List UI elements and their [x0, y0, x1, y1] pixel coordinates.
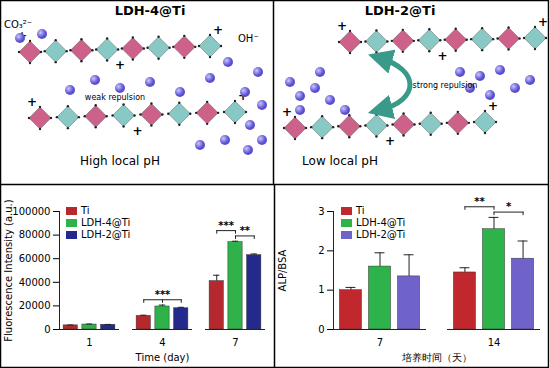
svg-text:+: + — [115, 58, 125, 72]
svg-text:1: 1 — [318, 284, 324, 295]
svg-text:*: * — [506, 201, 512, 212]
html-text:LDH-2@Ti: LDH-2@Ti — [356, 229, 406, 240]
svg-text:LDH-4@Ti: LDH-4@Ti — [115, 3, 186, 18]
svg-text:weak repulsion: weak repulsion — [85, 93, 145, 102]
svg-text:+: + — [488, 99, 498, 113]
svg-text:***: *** — [218, 220, 234, 231]
html-text:LDH-4@Ti: LDH-4@Ti — [81, 217, 131, 228]
svg-text:CO₃²⁻: CO₃²⁻ — [4, 19, 33, 30]
svg-text:100000: 100000 — [12, 206, 50, 217]
svg-text:3: 3 — [318, 206, 324, 217]
svg-text:1: 1 — [86, 337, 92, 348]
svg-text:60000: 60000 — [19, 253, 51, 264]
svg-text:+: + — [437, 49, 447, 63]
svg-text:Time (day): Time (day) — [135, 352, 190, 363]
svg-text:+: + — [282, 105, 292, 119]
svg-text:14: 14 — [488, 337, 501, 348]
svg-text:7: 7 — [377, 337, 383, 348]
svg-text:***: *** — [155, 289, 171, 300]
html-text:LDH-2@Ti: LDH-2@Ti — [81, 229, 131, 240]
svg-text:0: 0 — [44, 324, 50, 335]
svg-text:40000: 40000 — [19, 277, 51, 288]
svg-text:4: 4 — [159, 337, 165, 348]
svg-text:+: + — [538, 15, 548, 29]
html-text:Ti: Ti — [356, 205, 365, 216]
svg-text:+: + — [132, 124, 142, 138]
svg-text:Low local pH: Low local pH — [302, 154, 378, 168]
svg-text:20000: 20000 — [19, 300, 51, 311]
svg-text:7: 7 — [232, 337, 238, 348]
svg-text:ALP/BSA: ALP/BSA — [277, 249, 288, 291]
svg-text:80000: 80000 — [19, 229, 51, 240]
svg-text:Fluorescence Intensity (a.u.): Fluorescence Intensity (a.u.) — [3, 199, 14, 341]
html-text:LDH-4@Ti: LDH-4@Ti — [356, 217, 406, 228]
svg-text:**: ** — [474, 196, 485, 207]
svg-text:+: + — [213, 23, 223, 37]
svg-text:+: + — [337, 19, 347, 33]
svg-text:High local pH: High local pH — [80, 154, 160, 168]
svg-text:OH⁻: OH⁻ — [238, 33, 259, 44]
svg-text:strong repulsion: strong repulsion — [413, 81, 478, 90]
svg-text:+: + — [27, 95, 37, 109]
svg-text:**: ** — [240, 225, 251, 236]
svg-text:2: 2 — [318, 245, 324, 256]
svg-text:0: 0 — [318, 324, 324, 335]
svg-text:LDH-2@Ti: LDH-2@Ti — [365, 3, 436, 18]
svg-text:培养时间（天）: 培养时间（天） — [401, 352, 472, 363]
svg-text:+: + — [385, 134, 395, 148]
html-text:Ti: Ti — [81, 205, 90, 216]
